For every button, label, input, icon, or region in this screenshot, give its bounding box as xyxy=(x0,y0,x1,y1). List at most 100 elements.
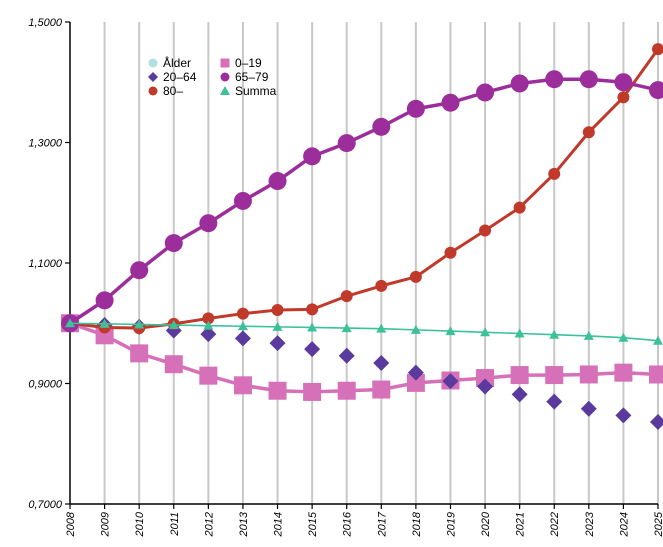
data-point xyxy=(202,312,215,325)
series-20–64 xyxy=(62,315,663,431)
legend-marker xyxy=(220,58,230,68)
data-point xyxy=(476,369,495,388)
y-tick-label: 1,1000 xyxy=(28,258,63,270)
data-point xyxy=(164,355,183,374)
data-point xyxy=(579,70,598,89)
data-point xyxy=(203,320,214,330)
data-point xyxy=(306,303,319,316)
legend-label: Ålder xyxy=(163,55,191,70)
series-line xyxy=(69,322,659,342)
data-point xyxy=(372,117,391,136)
data-point xyxy=(271,303,284,316)
data-point xyxy=(579,365,598,384)
data-point xyxy=(617,91,630,104)
x-tick-label: 2022 xyxy=(549,512,561,537)
data-point xyxy=(237,321,248,331)
data-point xyxy=(511,386,528,403)
data-point xyxy=(545,70,564,89)
data-point xyxy=(548,167,561,180)
data-point xyxy=(614,363,633,382)
data-point xyxy=(307,322,318,332)
series-0–19 xyxy=(61,314,663,401)
x-tick-label: 2016 xyxy=(342,511,354,537)
series-Summa xyxy=(65,318,663,345)
data-point xyxy=(410,324,421,334)
y-ticks: 0,7000 0,9000 1,1000 1,3000 1,5000 xyxy=(28,17,70,511)
data-point xyxy=(373,355,390,372)
data-point xyxy=(233,191,252,210)
data-point xyxy=(164,234,183,253)
axes xyxy=(69,22,658,505)
x-tick-label: 2009 xyxy=(100,512,112,537)
legend-label: 20–64 xyxy=(163,70,197,84)
series-line xyxy=(69,48,660,330)
data-point xyxy=(337,381,356,400)
y-tick-label: 1,5000 xyxy=(28,17,63,29)
y-tick-label: 0,7000 xyxy=(28,499,63,511)
x-tick-label: 2015 xyxy=(307,511,319,537)
series-line xyxy=(69,321,659,394)
data-point xyxy=(407,364,424,381)
legend-label: 80– xyxy=(163,84,183,98)
x-tick-label: 2019 xyxy=(445,512,457,537)
legend-marker xyxy=(220,72,230,82)
series-group xyxy=(61,43,663,431)
data-point xyxy=(653,335,663,345)
x-tick-label: 2025 xyxy=(653,511,663,537)
data-point xyxy=(444,246,457,259)
data-point xyxy=(406,373,425,392)
legend-marker xyxy=(220,86,230,95)
legend-label: 0–19 xyxy=(235,56,262,70)
x-ticks: 2008 2009 2010 2011 2012 2013 2014 2015 2016 2017… xyxy=(65,504,663,537)
x-tick-label: 2013 xyxy=(238,511,250,537)
data-point xyxy=(649,81,663,100)
x-tick-label: 2012 xyxy=(203,512,215,537)
data-point xyxy=(652,43,663,56)
data-point xyxy=(269,335,286,352)
series-line xyxy=(69,77,659,325)
data-point xyxy=(199,366,218,385)
data-point xyxy=(272,321,283,331)
data-point xyxy=(477,378,494,395)
data-point xyxy=(134,319,145,329)
legend-label: 65–79 xyxy=(235,70,269,84)
data-point xyxy=(583,330,594,340)
data-point xyxy=(95,291,114,310)
data-point xyxy=(337,134,356,153)
x-tick-label: 2018 xyxy=(411,511,423,537)
data-point xyxy=(338,347,355,364)
data-point xyxy=(510,74,529,93)
legend-marker xyxy=(148,72,158,82)
data-point xyxy=(545,366,564,385)
x-tick-label: 2011 xyxy=(169,512,181,537)
data-point xyxy=(445,326,456,336)
data-point xyxy=(236,307,249,320)
data-point xyxy=(130,344,149,363)
data-point xyxy=(649,365,663,384)
x-tick-label: 2017 xyxy=(376,511,388,537)
data-point xyxy=(99,318,110,328)
data-point xyxy=(406,99,425,118)
data-point xyxy=(441,93,460,112)
data-point xyxy=(65,318,75,328)
legend: Ålder 0–19 20–64 65–79 80– Summa xyxy=(148,55,277,98)
data-point xyxy=(168,320,179,330)
x-tick-label: 2008 xyxy=(65,511,77,537)
series-65–79 xyxy=(61,70,663,333)
data-point xyxy=(303,382,322,401)
legend-marker xyxy=(148,58,158,68)
data-point xyxy=(476,83,495,102)
data-point xyxy=(510,366,529,385)
data-point xyxy=(303,147,322,166)
y-tick-label: 1,3000 xyxy=(28,138,63,150)
data-point xyxy=(341,323,352,333)
data-point xyxy=(614,73,633,92)
data-point xyxy=(582,126,595,139)
data-point xyxy=(234,330,251,347)
data-point xyxy=(650,414,663,431)
data-point xyxy=(375,279,388,292)
x-tick-label: 2014 xyxy=(273,512,285,537)
data-point xyxy=(409,270,422,283)
data-point xyxy=(580,400,597,417)
